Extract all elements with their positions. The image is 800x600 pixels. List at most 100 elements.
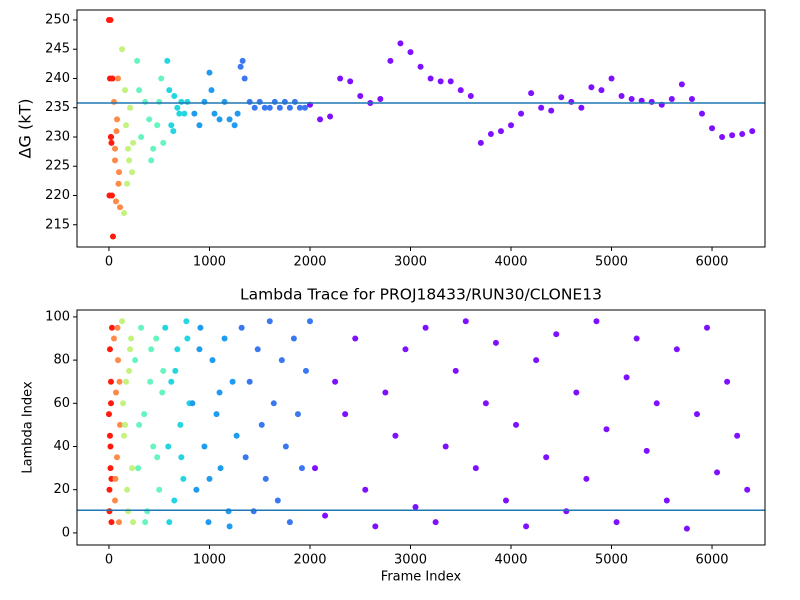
y-tick-label: 20 bbox=[53, 482, 70, 497]
point bbox=[107, 133, 114, 140]
point bbox=[553, 331, 560, 338]
point bbox=[467, 93, 474, 100]
point bbox=[548, 107, 555, 114]
point bbox=[148, 346, 155, 353]
x-tick-label: 0 bbox=[105, 255, 113, 270]
point bbox=[278, 357, 285, 364]
point bbox=[120, 400, 127, 407]
point bbox=[112, 389, 119, 396]
point bbox=[121, 210, 128, 217]
point bbox=[113, 128, 120, 135]
point bbox=[719, 133, 726, 140]
point bbox=[135, 465, 142, 472]
point bbox=[583, 475, 590, 482]
point bbox=[258, 421, 265, 428]
point bbox=[653, 400, 660, 407]
point bbox=[106, 508, 113, 515]
point bbox=[166, 519, 173, 526]
y-tick-label: 235 bbox=[45, 100, 70, 115]
point bbox=[105, 411, 112, 418]
point bbox=[196, 122, 203, 129]
point bbox=[107, 443, 114, 450]
point bbox=[116, 519, 123, 526]
point bbox=[216, 116, 223, 123]
point bbox=[402, 346, 409, 353]
point bbox=[106, 486, 113, 493]
point bbox=[183, 318, 190, 325]
point bbox=[201, 98, 208, 105]
point bbox=[115, 180, 122, 187]
point bbox=[457, 87, 464, 94]
point bbox=[250, 508, 257, 515]
point bbox=[286, 519, 293, 526]
point bbox=[603, 426, 610, 433]
axes-frame bbox=[76, 309, 766, 546]
x-tick-label: 3000 bbox=[394, 553, 427, 568]
point bbox=[327, 113, 334, 120]
point bbox=[156, 486, 163, 493]
point bbox=[347, 78, 354, 85]
point bbox=[123, 378, 130, 385]
point bbox=[638, 97, 645, 104]
point bbox=[107, 378, 114, 385]
point bbox=[362, 486, 369, 493]
point bbox=[164, 57, 171, 64]
point bbox=[111, 157, 118, 164]
point bbox=[296, 104, 303, 111]
point bbox=[462, 318, 469, 325]
y-axis-label: Lambda Index bbox=[21, 381, 36, 474]
point bbox=[332, 378, 339, 385]
point bbox=[217, 465, 224, 472]
y-tick-label: 60 bbox=[53, 396, 70, 411]
point bbox=[573, 389, 580, 396]
point bbox=[136, 87, 143, 94]
point bbox=[174, 104, 181, 111]
point bbox=[598, 87, 605, 94]
point bbox=[115, 357, 122, 364]
point bbox=[142, 98, 149, 105]
point bbox=[181, 110, 188, 117]
point bbox=[518, 110, 525, 117]
point bbox=[111, 145, 118, 152]
point bbox=[282, 443, 289, 450]
point bbox=[107, 16, 114, 23]
point bbox=[744, 486, 751, 493]
point bbox=[159, 389, 166, 396]
point bbox=[221, 335, 228, 342]
point bbox=[673, 346, 680, 353]
point bbox=[124, 486, 131, 493]
x-tick-label: 4000 bbox=[494, 255, 527, 270]
point bbox=[698, 110, 705, 117]
x-tick-label: 2000 bbox=[293, 553, 326, 568]
point bbox=[156, 98, 163, 105]
point bbox=[286, 104, 293, 111]
point bbox=[116, 169, 123, 176]
point bbox=[106, 192, 113, 199]
point bbox=[106, 346, 113, 353]
point bbox=[618, 93, 625, 100]
point bbox=[724, 378, 731, 385]
point bbox=[108, 519, 115, 526]
point bbox=[201, 443, 208, 450]
point bbox=[563, 508, 570, 515]
point bbox=[392, 432, 399, 439]
point bbox=[633, 335, 640, 342]
point bbox=[301, 104, 308, 111]
point bbox=[477, 139, 484, 146]
point bbox=[322, 512, 329, 519]
point bbox=[533, 357, 540, 364]
y-tick-label: 40 bbox=[53, 439, 70, 454]
y-tick-label: 240 bbox=[45, 71, 70, 86]
point bbox=[162, 324, 169, 331]
point bbox=[221, 98, 228, 105]
point bbox=[114, 324, 121, 331]
point bbox=[663, 497, 670, 504]
point bbox=[127, 346, 134, 353]
point bbox=[442, 443, 449, 450]
x-tick-label: 1000 bbox=[193, 255, 226, 270]
point bbox=[290, 335, 297, 342]
point bbox=[281, 98, 288, 105]
point bbox=[231, 122, 238, 129]
point bbox=[298, 465, 305, 472]
